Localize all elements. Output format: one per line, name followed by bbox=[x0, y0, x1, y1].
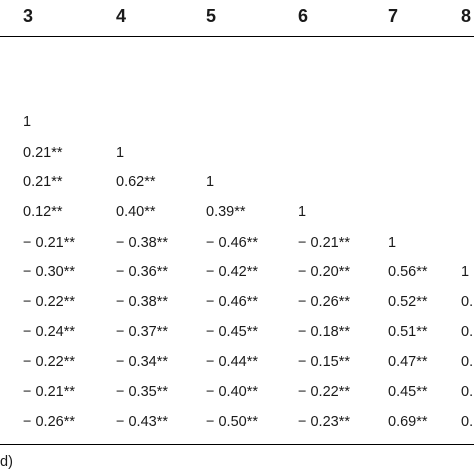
table-cell: 0.47** bbox=[388, 354, 428, 370]
table-cell: 0. bbox=[461, 414, 474, 430]
table-cell: − 0.36** bbox=[116, 264, 169, 280]
table-cell: 0.21** bbox=[23, 174, 63, 190]
table-cell: − 0.42** bbox=[206, 264, 259, 280]
column-header-8: 8 bbox=[461, 6, 472, 26]
table-cell: 1 bbox=[23, 114, 32, 130]
table-cell: − 0.18** bbox=[298, 324, 351, 340]
table-cell: − 0.21** bbox=[23, 235, 76, 251]
table-cell: − 0.46** bbox=[206, 294, 259, 310]
table-cell: 0.39** bbox=[206, 204, 246, 220]
table-cell: − 0.22** bbox=[23, 354, 76, 370]
table-cell: 1 bbox=[461, 264, 470, 280]
table-cell: 1 bbox=[388, 235, 397, 251]
table-cell: 0. bbox=[461, 324, 474, 340]
table-cell: − 0.20** bbox=[298, 264, 351, 280]
table-cell: 0.51** bbox=[388, 324, 428, 340]
table-cell: − 0.22** bbox=[23, 294, 76, 310]
table-cell: − 0.24** bbox=[23, 324, 76, 340]
table-cell: 0.21** bbox=[23, 145, 63, 161]
table-cell: − 0.38** bbox=[116, 294, 169, 310]
table-cell: − 0.26** bbox=[298, 294, 351, 310]
table-cell: − 0.34** bbox=[116, 354, 169, 370]
table-cell: − 0.43** bbox=[116, 414, 169, 430]
table-footnote: d) bbox=[0, 454, 13, 470]
column-header-4: 4 bbox=[116, 6, 127, 26]
table-cell: 1 bbox=[298, 204, 307, 220]
table-cell: 0.69** bbox=[388, 414, 428, 430]
table-cell: 0. bbox=[461, 354, 474, 370]
table-header-row: 3 4 5 6 7 8 bbox=[0, 0, 474, 36]
table-cell: − 0.44** bbox=[206, 354, 259, 370]
table-cell: − 0.40** bbox=[206, 384, 259, 400]
table-cell: 0.40** bbox=[116, 204, 156, 220]
table-cell: − 0.21** bbox=[23, 384, 76, 400]
table-cell: − 0.23** bbox=[298, 414, 351, 430]
header-rule bbox=[0, 36, 474, 37]
table-cell: 1 bbox=[206, 174, 215, 190]
table-cell: 0.52** bbox=[388, 294, 428, 310]
table-cell: 0. bbox=[461, 384, 474, 400]
table-cell: 0.62** bbox=[116, 174, 156, 190]
table-cell: 1 bbox=[116, 145, 125, 161]
column-header-3: 3 bbox=[23, 6, 34, 26]
table-cell: − 0.38** bbox=[116, 235, 169, 251]
table-cell: − 0.21** bbox=[298, 235, 351, 251]
table-cell: 0.56** bbox=[388, 264, 428, 280]
table-cell: − 0.35** bbox=[116, 384, 169, 400]
table-cell: − 0.30** bbox=[23, 264, 76, 280]
table-cell: − 0.26** bbox=[23, 414, 76, 430]
table-cell: 0.12** bbox=[23, 204, 63, 220]
table-cell: − 0.15** bbox=[298, 354, 351, 370]
table-cell: − 0.46** bbox=[206, 235, 259, 251]
table-cell: 0. bbox=[461, 294, 474, 310]
bottom-rule bbox=[0, 444, 474, 445]
table-cell: − 0.37** bbox=[116, 324, 169, 340]
table-cell: 0.45** bbox=[388, 384, 428, 400]
table-cell: − 0.50** bbox=[206, 414, 259, 430]
column-header-5: 5 bbox=[206, 6, 217, 26]
column-header-6: 6 bbox=[298, 6, 309, 26]
table-cell: − 0.45** bbox=[206, 324, 259, 340]
column-header-7: 7 bbox=[388, 6, 399, 26]
table-cell: − 0.22** bbox=[298, 384, 351, 400]
